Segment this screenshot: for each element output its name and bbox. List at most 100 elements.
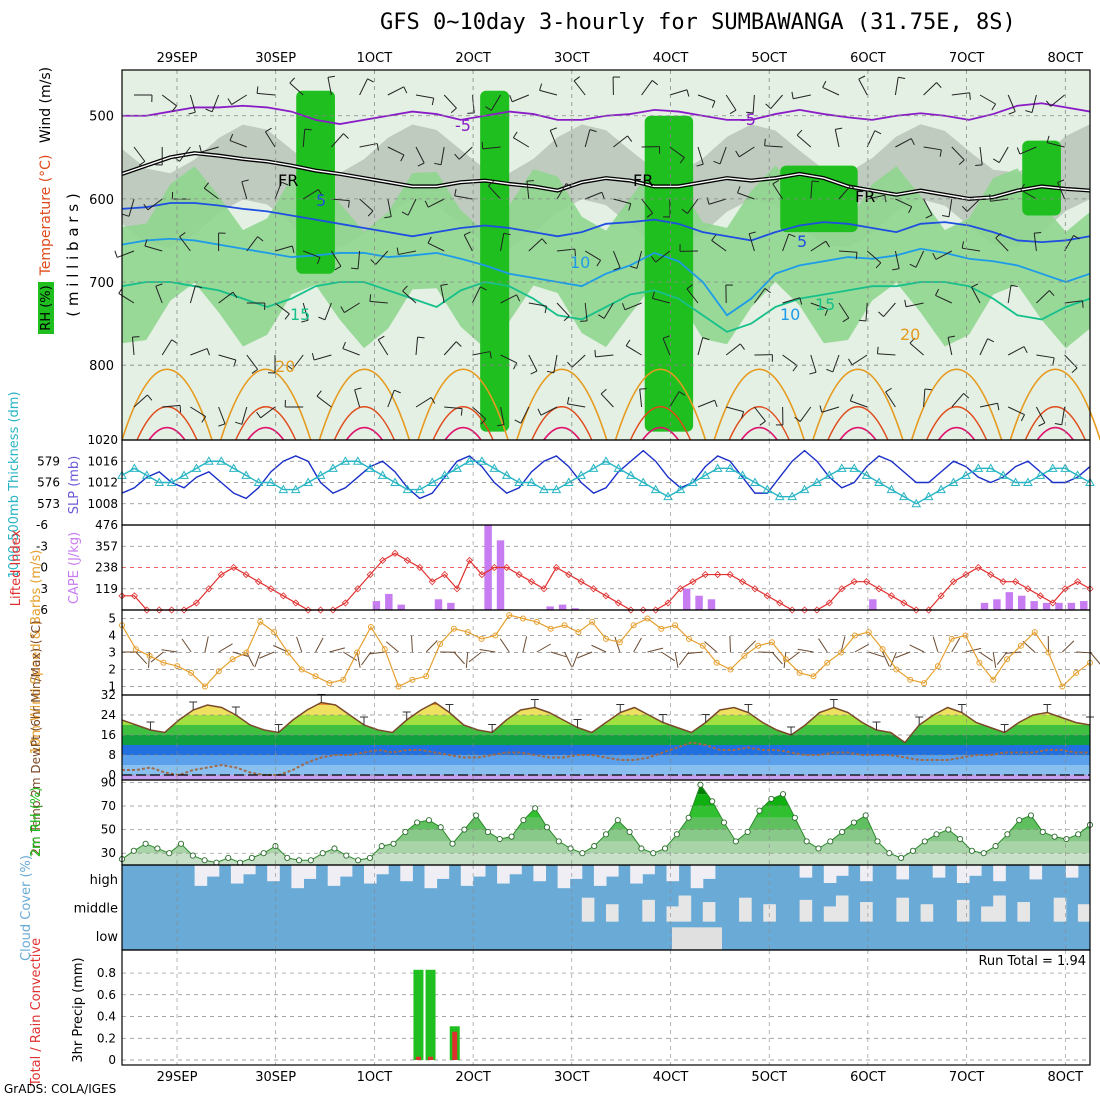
cloud-high-clear <box>195 865 208 886</box>
cloud-mid-clear <box>1078 904 1091 921</box>
y-tick-label: 500 <box>89 110 114 125</box>
rh-axis-label: RH (%) <box>39 285 54 330</box>
cloud-high-clear <box>642 865 655 874</box>
surface-wind-barb <box>993 652 996 668</box>
cape-tick: 357 <box>95 539 118 553</box>
temp-band <box>122 695 1090 705</box>
cloud-level-label: low <box>96 930 119 945</box>
rh-point <box>509 834 514 839</box>
surface-wind-barb <box>798 649 814 652</box>
rh-point <box>438 825 443 830</box>
panel-frame-precip <box>122 950 1090 1065</box>
rh-high-region <box>480 91 509 432</box>
surface-wind-barb <box>246 652 253 666</box>
cape-bar <box>1018 596 1025 610</box>
rh-point <box>426 818 431 823</box>
rh-tick: 30 <box>101 846 116 860</box>
temp-bands <box>122 695 1090 780</box>
rh-point <box>296 858 301 863</box>
cloud-level-label: middle <box>74 902 118 917</box>
surface-wind-barb <box>591 645 606 652</box>
rh-tick: 50 <box>101 823 116 837</box>
rh-point <box>131 848 136 853</box>
rh-point <box>639 846 644 851</box>
precip-type-label: Total / Rain Convective <box>29 938 44 1087</box>
lifted-index-line <box>122 553 1090 610</box>
rh-point <box>556 839 561 844</box>
rh-point <box>391 841 396 846</box>
cloud-high-clear <box>630 865 643 884</box>
x-tick-top: 1OCT <box>357 51 393 66</box>
rh-point <box>202 858 207 863</box>
contour-label: 15 <box>290 305 310 324</box>
temp-band <box>122 745 1090 755</box>
x-tick-top: 6OCT <box>850 51 886 66</box>
rh-point <box>285 855 290 860</box>
wind-barb-flag <box>765 139 766 146</box>
rh-point <box>721 820 726 825</box>
surface-wind-barb <box>219 644 233 652</box>
x-tick-bottom: 8OCT <box>1048 1070 1084 1085</box>
surface-wind-barb <box>426 640 437 652</box>
temp-tick: 8 <box>108 748 116 762</box>
rh-point <box>1040 829 1045 834</box>
cape-bar <box>1030 601 1037 610</box>
cloud-high-clear <box>243 865 256 874</box>
rh-point <box>674 832 679 837</box>
surface-wind-barb <box>573 652 579 667</box>
x-tick-bottom: 30SEP <box>255 1070 296 1085</box>
contour-label: 20 <box>900 325 920 344</box>
surface-wind-barb <box>469 652 482 662</box>
cape-bar <box>1068 603 1075 610</box>
cape-tick: 238 <box>95 561 118 575</box>
wind-barb-flag <box>640 389 647 390</box>
cloud-mid-clear <box>921 904 934 921</box>
surface-wind-barb <box>647 648 663 652</box>
cape-bar <box>373 601 380 610</box>
surface-wind-barb <box>412 636 413 652</box>
wind-speed-line <box>122 615 1090 686</box>
cloud-high-clear <box>606 865 619 877</box>
thickness-tick: 579 <box>37 454 60 468</box>
cloud-high-clear <box>533 865 546 881</box>
cloud-mid-clear <box>981 906 994 921</box>
cape-bar <box>1055 603 1062 610</box>
rh-point <box>792 815 797 820</box>
cloud-high-clear <box>364 865 377 884</box>
wind-barb-flag <box>856 252 857 259</box>
rh-point <box>839 829 844 834</box>
contour-label: 10 <box>570 253 590 272</box>
cloud-high-clear <box>824 865 837 883</box>
x-tick-bottom: 5OCT <box>751 1070 787 1085</box>
cloud-mid-clear <box>1017 902 1030 922</box>
cloud-mid-clear <box>957 900 970 922</box>
rh-point <box>1052 834 1057 839</box>
surface-wind-barb <box>537 644 551 652</box>
cape-bar <box>385 594 392 610</box>
cloud-high-clear <box>860 865 873 881</box>
contour-label: 10 <box>780 305 800 324</box>
contour-label: FR <box>633 171 653 190</box>
rh-band <box>122 853 1090 865</box>
rh-point <box>710 799 715 804</box>
rh-point <box>969 848 974 853</box>
rh-point <box>780 792 785 797</box>
temp-band <box>122 765 1090 775</box>
cloud-mid-clear <box>679 896 692 922</box>
rh-point <box>367 855 372 860</box>
surface-wind-barb <box>730 636 731 652</box>
rh-point <box>922 839 927 844</box>
credit-text: GrADS: COLA/IGES <box>4 1082 116 1096</box>
surface-wind-barb <box>161 650 177 652</box>
x-tick-top: 4OCT <box>653 51 689 66</box>
rh-point <box>344 853 349 858</box>
y-tick-label: 800 <box>89 359 114 374</box>
wind-barb-flag <box>115 251 117 258</box>
cloud-high-clear <box>1030 865 1043 879</box>
rh-point <box>261 851 266 856</box>
rh-point <box>143 841 148 846</box>
cape-bar <box>497 540 504 610</box>
rh-point <box>603 832 608 837</box>
